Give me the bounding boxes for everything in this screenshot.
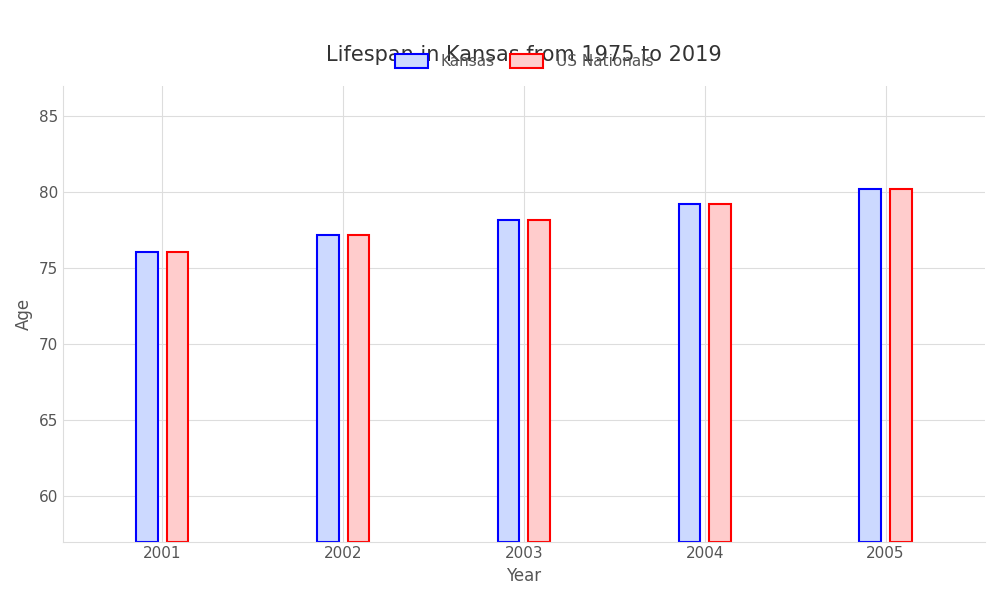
X-axis label: Year: Year <box>506 567 541 585</box>
Bar <box>709 205 731 542</box>
Bar <box>528 220 550 542</box>
Bar <box>136 251 158 542</box>
Bar <box>348 235 369 542</box>
Bar <box>679 205 700 542</box>
Title: Lifespan in Kansas from 1975 to 2019: Lifespan in Kansas from 1975 to 2019 <box>326 45 722 65</box>
Bar <box>498 220 519 542</box>
Bar <box>167 251 188 542</box>
Bar <box>317 235 339 542</box>
Bar <box>859 189 881 542</box>
Bar <box>890 189 912 542</box>
Legend: Kansas, US Nationals: Kansas, US Nationals <box>389 48 659 76</box>
Y-axis label: Age: Age <box>15 298 33 330</box>
